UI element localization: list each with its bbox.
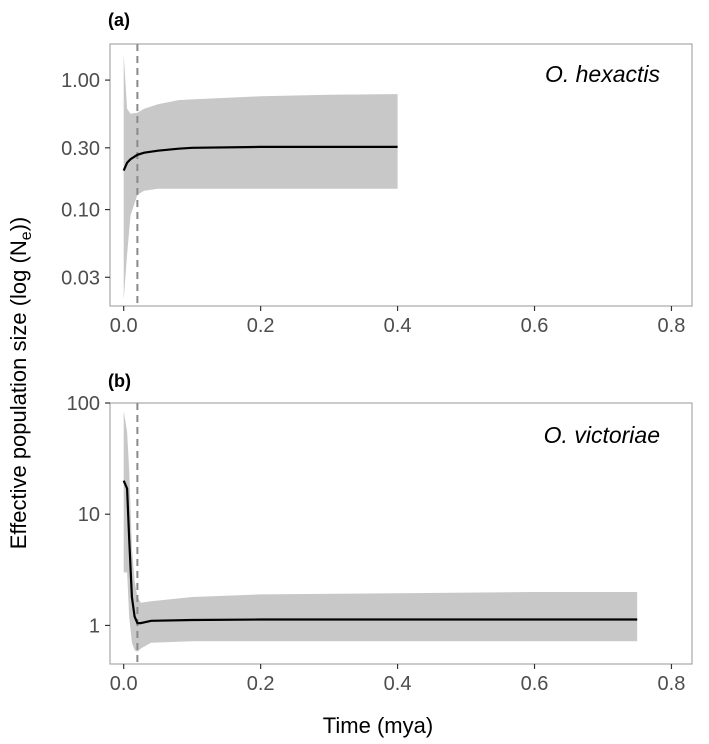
- panel-a-y-tick-label: 0.30: [61, 138, 100, 160]
- panel-b-species-label: O. victoriae: [544, 422, 660, 448]
- panel-a-frame: [109, 43, 693, 307]
- panel-b-label: (b): [108, 371, 131, 391]
- panel-a: (a) 0.0 0.2 0.4 0.6 0.8 0.03 0.10 0.30 1.00 O. h…: [61, 10, 693, 337]
- panel-a-y-tick-label: 0.10: [61, 200, 100, 222]
- panel-b-x-tick-label: 0.8: [658, 673, 686, 695]
- panel-b-x-tick-label: 0.4: [384, 673, 412, 695]
- panel-b-plot-area: 0.0 0.2 0.4 0.6 0.8 1 10 100: [67, 393, 693, 695]
- panel-a-x-tick-label: 0.0: [110, 315, 138, 337]
- panel-b-frame: [109, 402, 693, 665]
- y-axis-title-subscript: e: [18, 231, 35, 240]
- panel-a-x-tick-label: 0.6: [521, 315, 549, 337]
- panel-a-median-line: [122, 145, 398, 172]
- panel-b: (b) 0.0 0.2 0.4 0.6 0.8 1 10 100 O. victoriae: [67, 371, 693, 695]
- panel-b-y-tick-label: 100: [67, 393, 100, 415]
- x-axis-title: Time (mya): [323, 713, 433, 738]
- y-axis-title-main: Effective population size (log (N: [6, 240, 31, 549]
- panel-b-x-tick-label: 0.6: [521, 673, 549, 695]
- panel-a-x-tick-label: 0.8: [658, 315, 686, 337]
- panel-a-x-tick-label: 0.4: [384, 315, 412, 337]
- y-axis-title: Effective population size (log (Ne)): [6, 217, 35, 550]
- y-axis-title-end: )): [6, 217, 31, 232]
- panel-a-species-label: O. hexactis: [545, 61, 661, 87]
- panel-a-ci-band: [123, 53, 398, 301]
- panel-b-y-tick-label: 1: [89, 615, 100, 637]
- panel-b-y-tick-label: 10: [78, 504, 100, 526]
- panel-a-plot-area: 0.0 0.2 0.4 0.6 0.8 0.03 0.10 0.30 1.00: [61, 43, 693, 337]
- panel-a-y-tick-label: 1.00: [61, 70, 100, 92]
- panel-b-x-tick-label: 0.2: [247, 673, 275, 695]
- panel-a-y-tick-label: 0.03: [61, 267, 100, 289]
- panel-a-label: (a): [108, 10, 130, 30]
- panel-b-x-tick-label: 0.0: [110, 673, 138, 695]
- panel-a-x-tick-label: 0.2: [247, 315, 275, 337]
- panel-b-median-line: [122, 480, 638, 625]
- panel-b-ci-band: [123, 410, 638, 652]
